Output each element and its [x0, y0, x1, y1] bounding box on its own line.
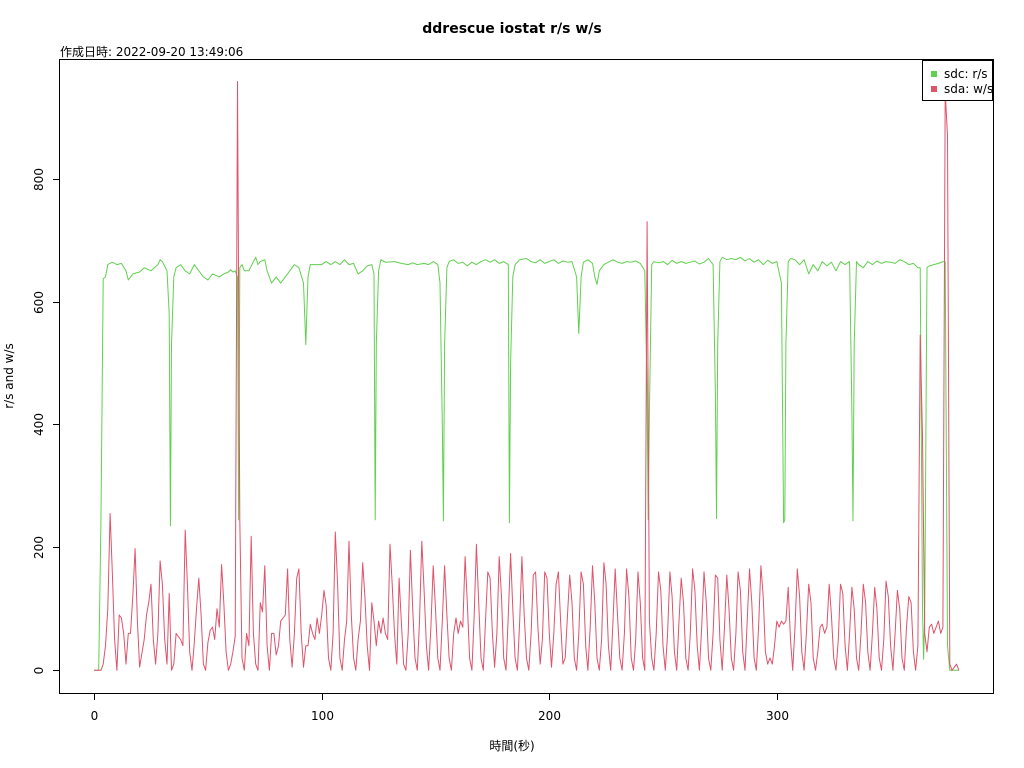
legend-swatch-sda [931, 86, 937, 92]
legend: sdc: r/s sda: w/s [922, 60, 993, 101]
chart-subtitle: 作成日時: 2022-09-20 13:49:06 [60, 45, 244, 59]
legend-item-sda: sda: w/s [931, 82, 993, 96]
legend-label-sda: sda: w/s [944, 82, 994, 96]
y-tick-label: 400 [32, 413, 46, 436]
y-axis: 0 200 400 600 800 [32, 168, 60, 674]
y-tick-label: 0 [32, 667, 46, 675]
x-axis-label: 時間(秒) [489, 739, 535, 753]
x-tick-label: 200 [538, 709, 561, 723]
series-line-1 [94, 81, 960, 671]
y-tick-label: 200 [32, 536, 46, 559]
y-axis-label: r/s and w/s [2, 343, 16, 409]
plot-lines [94, 81, 960, 671]
y-tick-label: 800 [32, 168, 46, 191]
x-tick-label: 100 [311, 709, 334, 723]
x-tick-label: 300 [766, 709, 789, 723]
legend-item-sdc: sdc: r/s [931, 67, 988, 81]
x-tick-label: 0 [91, 709, 99, 723]
chart-title: ddrescue iostat r/s w/s [422, 21, 602, 37]
legend-swatch-sdc [931, 71, 937, 77]
x-axis: 0 100 200 300 [91, 693, 789, 723]
y-tick-label: 600 [32, 291, 46, 314]
legend-label-sdc: sdc: r/s [944, 67, 988, 81]
